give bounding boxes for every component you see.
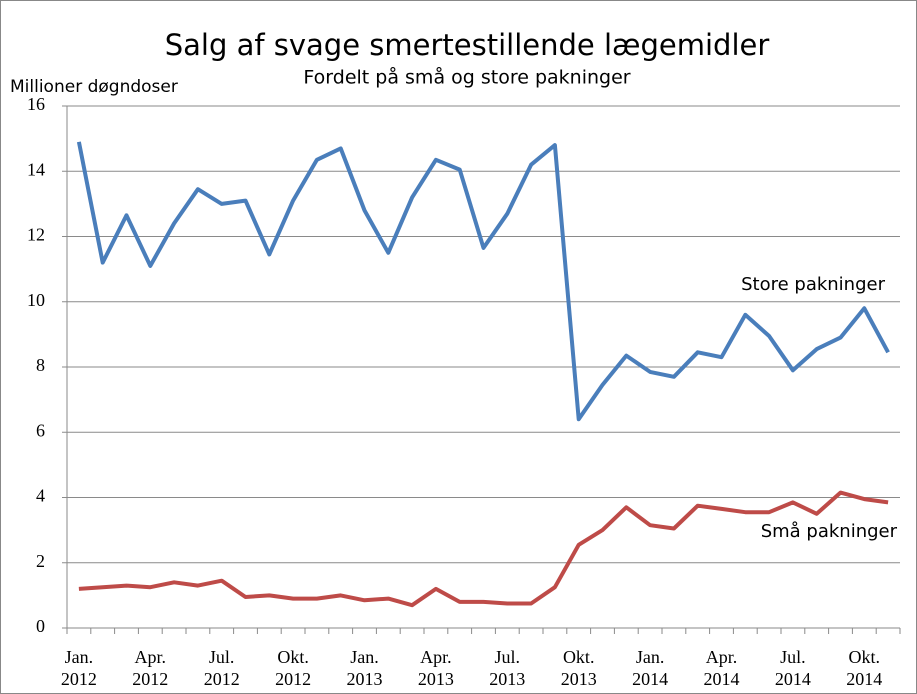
y-tick-label: 10	[27, 290, 45, 310]
series-label: Små pakninger	[761, 521, 898, 542]
y-tick-label: 4	[36, 486, 45, 506]
y-axis-label: Millioner døgndoser	[10, 77, 178, 97]
x-tick-label: Apr. 2013	[417, 647, 454, 689]
x-tick-label: Jul. 2013	[489, 647, 526, 689]
chart-subtitle: Fordelt på små og store pakninger	[303, 66, 630, 89]
y-tick-label: 12	[27, 225, 45, 245]
x-tick-label: Jul. 2014	[774, 647, 811, 689]
y-tick-label: 2	[36, 551, 45, 571]
y-tick-label: 14	[27, 159, 45, 179]
y-tick-label: 0	[36, 616, 45, 636]
y-tick-label: 16	[27, 94, 45, 114]
x-tick-label: Jan. 2012	[60, 647, 97, 689]
series-line	[76, 141, 890, 422]
x-tick-label: Jan. 2014	[632, 647, 669, 689]
x-tick-label: Apr. 2012	[132, 647, 169, 689]
x-tick-label: Apr. 2014	[703, 647, 740, 689]
y-tick-label: 8	[36, 355, 45, 375]
x-tick-label: Okt. 2014	[846, 647, 883, 689]
x-tick-label: Okt. 2013	[560, 647, 597, 689]
y-tick-label: 6	[36, 420, 45, 440]
series-label: Store pakninger	[741, 274, 885, 295]
x-tick-label: Jul. 2012	[203, 647, 240, 689]
series-line	[78, 490, 889, 608]
chart-title: Salg af svage smertestillende lægemidler	[165, 28, 770, 62]
x-tick-label: Okt. 2012	[275, 647, 312, 689]
x-tick-label: Jan. 2013	[346, 647, 383, 689]
